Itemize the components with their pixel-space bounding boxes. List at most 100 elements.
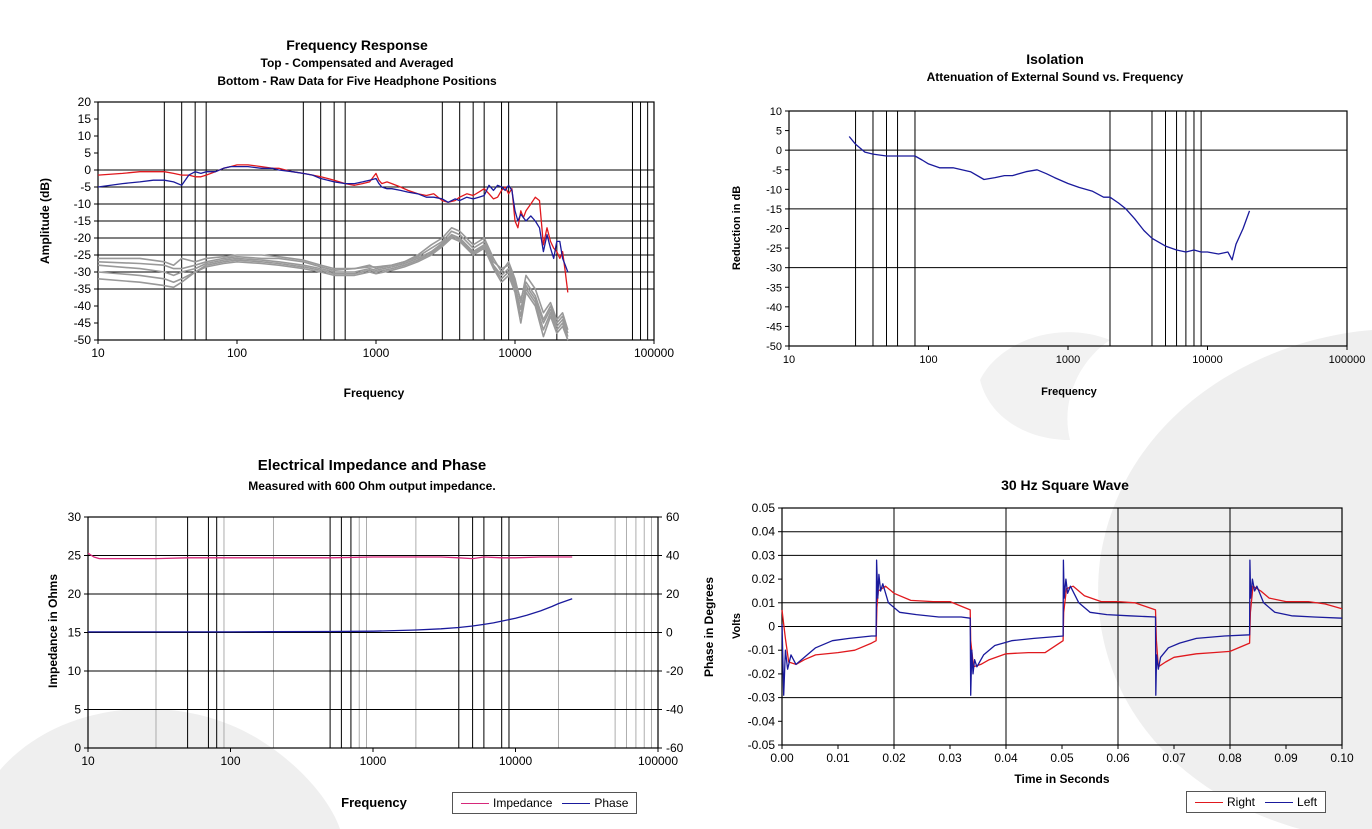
iso-subtitle: Attenuation of External Sound vs. Freque… xyxy=(926,70,1184,84)
sq-series-left xyxy=(781,559,1343,696)
imp-xtick-label: 10 xyxy=(81,754,95,768)
freq-ytick-label: -20 xyxy=(74,231,92,245)
freq-xtick-label: 10000 xyxy=(498,346,532,360)
freq-ytick-label: -5 xyxy=(80,180,91,194)
iso-ytick-label: -25 xyxy=(766,243,782,255)
sq-xtick-label: 0.07 xyxy=(1162,751,1186,765)
sq-xtick-label: 0.05 xyxy=(1050,751,1074,765)
iso-xtick-label: 100 xyxy=(919,354,937,366)
freq-ytick-label: 5 xyxy=(84,146,91,160)
iso-x-axis-label: Frequency xyxy=(1041,386,1097,398)
freq-series-raw-position-2 xyxy=(97,230,569,334)
imp-ytick-label: 0 xyxy=(74,741,81,755)
sq-y-axis-label: Volts xyxy=(731,612,743,640)
sq-ytick-label: 0.02 xyxy=(752,572,776,586)
imp-ytick-label: 30 xyxy=(68,510,82,524)
imp-ytick-label: 5 xyxy=(74,703,81,717)
sq-ytick-label: -0.04 xyxy=(748,714,776,728)
iso-ytick-label: 0 xyxy=(776,145,782,157)
iso-ytick-label: -35 xyxy=(766,282,782,294)
sq-title: 30 Hz Square Wave xyxy=(1001,477,1129,493)
sq-xtick-label: 0.06 xyxy=(1106,751,1130,765)
sq-legend-right-label: Right xyxy=(1227,795,1256,809)
imp-y2tick-label: -60 xyxy=(666,741,684,755)
imp-legend-impedance-swatch xyxy=(461,802,489,804)
freq-xtick-label: 100000 xyxy=(634,346,674,360)
sq-ytick-label: -0.01 xyxy=(748,643,776,657)
freq-ytick-label: -15 xyxy=(74,214,92,228)
imp-ytick-label: 10 xyxy=(68,664,82,678)
sq-ytick-label: 0.05 xyxy=(752,501,776,515)
sq-legend-left: Left xyxy=(1265,795,1317,809)
sq-ytick-label: -0.05 xyxy=(748,738,776,752)
imp-y2tick-label: 40 xyxy=(666,549,680,563)
sq-legend-right: Right xyxy=(1195,795,1255,809)
iso-xtick-label: 100000 xyxy=(1329,354,1366,366)
freq-xtick-label: 100 xyxy=(227,346,247,360)
freq-series-raw-position-5 xyxy=(97,237,569,341)
imp-xtick-label: 100 xyxy=(220,754,240,768)
freq-ytick-label: 15 xyxy=(78,112,92,126)
imp-y2tick-label: 0 xyxy=(666,626,673,640)
imp-series-phase xyxy=(88,598,573,633)
freq-ytick-label: -30 xyxy=(74,265,92,279)
freq-ytick-label: -35 xyxy=(74,282,92,296)
imp-xtick-label: 1000 xyxy=(360,754,387,768)
sq-xtick-label: 0.10 xyxy=(1330,751,1354,765)
freq-subtitle-1: Top - Compensated and Averaged xyxy=(260,56,454,70)
sq-legend-right-swatch xyxy=(1195,801,1223,803)
freq-ytick-label: -25 xyxy=(74,248,92,262)
imp-xtick-label: 10000 xyxy=(499,754,533,768)
sq-legend: Right Left xyxy=(1186,791,1327,813)
sq-ytick-label: -0.02 xyxy=(748,667,776,681)
imp-series-impedance xyxy=(87,552,573,560)
imp-legend-phase: Phase xyxy=(562,796,628,810)
freq-ytick-label: -45 xyxy=(74,316,92,330)
iso-ytick-label: -20 xyxy=(766,224,782,236)
iso-ytick-label: -10 xyxy=(766,184,782,196)
sq-xtick-label: 0.04 xyxy=(994,751,1018,765)
imp-y2tick-label: -20 xyxy=(666,664,684,678)
sq-xtick-label: 0.01 xyxy=(826,751,850,765)
imp-ytick-label: 20 xyxy=(68,587,82,601)
imp-y2tick-label: 60 xyxy=(666,510,680,524)
sq-x-axis-label: Time in Seconds xyxy=(1014,772,1110,786)
iso-xtick-label: 1000 xyxy=(1056,354,1080,366)
freq-xtick-label: 1000 xyxy=(363,346,390,360)
imp-title: Electrical Impedance and Phase xyxy=(257,457,487,474)
imp-legend-phase-swatch xyxy=(562,802,591,804)
freq-ytick-label: 10 xyxy=(78,129,92,143)
freq-xtick-label: 10 xyxy=(91,346,105,360)
imp-ytick-label: 25 xyxy=(68,549,82,563)
iso-ytick-label: 5 xyxy=(776,126,782,138)
freq-subtitle-2: Bottom - Raw Data for Five Headphone Pos… xyxy=(217,74,497,88)
imp-legend: Impedance Phase xyxy=(452,792,638,814)
sq-xtick-label: 0.09 xyxy=(1274,751,1298,765)
iso-ytick-label: -15 xyxy=(766,204,782,216)
sq-ytick-label: 0.01 xyxy=(752,596,776,610)
sq-ytick-label: 0 xyxy=(768,620,775,634)
freq-ytick-label: -10 xyxy=(74,197,92,211)
freq-title: Frequency Response xyxy=(286,37,428,53)
iso-ytick-label: 10 xyxy=(770,106,782,118)
sq-xtick-label: 0.08 xyxy=(1218,751,1242,765)
sq-ytick-label: -0.03 xyxy=(748,691,776,705)
imp-legend-impedance-label: Impedance xyxy=(493,796,553,810)
sq-legend-left-swatch xyxy=(1265,801,1294,803)
imp-y2tick-label: -40 xyxy=(666,703,684,717)
iso-title: Isolation xyxy=(1026,51,1084,67)
freq-ytick-label: -50 xyxy=(74,333,92,347)
imp-legend-impedance: Impedance xyxy=(461,796,552,810)
imp-legend-phase-label: Phase xyxy=(594,796,629,810)
iso-ytick-label: -5 xyxy=(772,165,782,177)
iso-ytick-label: -40 xyxy=(766,302,782,314)
sq-xtick-label: 0.02 xyxy=(882,751,906,765)
iso-ytick-label: -50 xyxy=(766,341,782,353)
imp-subtitle: Measured with 600 Ohm output impedance. xyxy=(248,479,496,493)
iso-xtick-label: 10000 xyxy=(1192,354,1223,366)
freq-ytick-label: 0 xyxy=(84,163,91,177)
